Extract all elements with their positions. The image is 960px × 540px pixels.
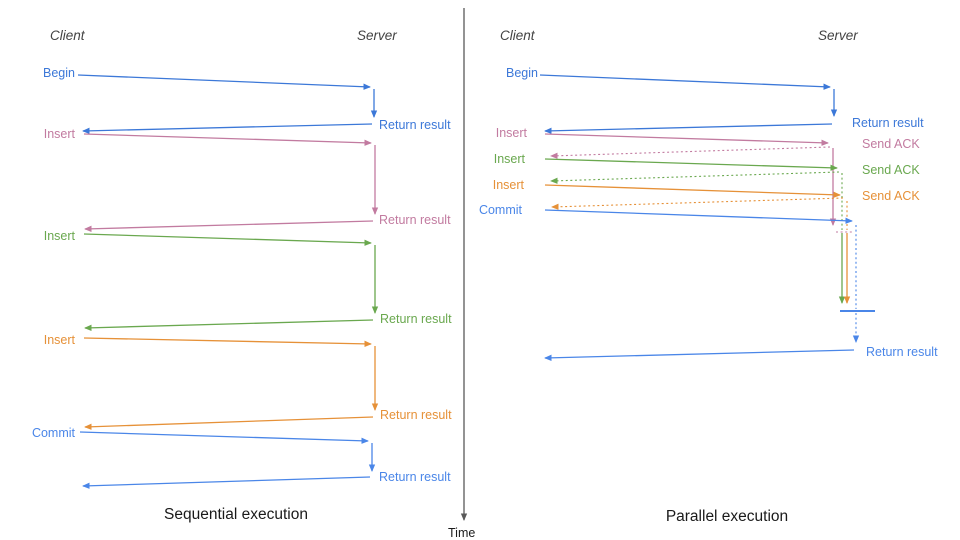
insert2-label: Insert bbox=[44, 229, 76, 243]
client-heading: Client bbox=[500, 28, 536, 43]
commit-result-label: Return result bbox=[866, 345, 938, 359]
insert2-request-arrow bbox=[83, 233, 372, 246]
commit-label: Commit bbox=[479, 203, 523, 217]
server-heading: Server bbox=[357, 28, 397, 43]
insert1-label: Insert bbox=[496, 126, 528, 140]
insert2-return-arrow bbox=[84, 319, 374, 332]
begin-return-arrow bbox=[544, 123, 833, 135]
insert3-ack-label: Send ACK bbox=[862, 189, 920, 203]
sequential-panel: Client Server Begin Return result Insert… bbox=[32, 28, 452, 523]
insert3-request-arrow bbox=[83, 337, 372, 348]
insert3-return-arrow bbox=[84, 416, 374, 430]
commit-request-arrow bbox=[79, 431, 369, 444]
commit-return-arrow bbox=[82, 476, 371, 489]
server-heading: Server bbox=[818, 28, 858, 43]
time-axis: Time bbox=[448, 8, 475, 540]
insert3-result-label: Return result bbox=[380, 408, 452, 422]
begin-request-arrow bbox=[77, 74, 371, 90]
insert1-request-arrow bbox=[83, 133, 372, 146]
begin-result-label: Return result bbox=[852, 116, 924, 130]
client-heading: Client bbox=[50, 28, 86, 43]
begin-request-arrow bbox=[539, 74, 831, 90]
begin-label: Begin bbox=[506, 66, 538, 80]
commit-request-arrow bbox=[544, 209, 853, 224]
time-axis-label: Time bbox=[448, 526, 475, 540]
insert1-request-arrow bbox=[544, 133, 829, 146]
commit-label: Commit bbox=[32, 426, 76, 440]
insert1-label: Insert bbox=[44, 127, 76, 141]
insert1-result-label: Return result bbox=[379, 213, 451, 227]
commit-return-arrow bbox=[544, 349, 855, 362]
insert2-request-arrow bbox=[544, 158, 838, 171]
insert3-label: Insert bbox=[44, 333, 76, 347]
begin-result-label: Return result bbox=[379, 118, 451, 132]
insert2-result-label: Return result bbox=[380, 312, 452, 326]
begin-label: Begin bbox=[43, 66, 75, 80]
parallel-panel: Client Server Begin Return result Insert… bbox=[479, 28, 938, 525]
begin-return-arrow bbox=[82, 123, 373, 135]
insert3-ack-arrow bbox=[551, 197, 844, 210]
insert1-ack-arrow bbox=[550, 146, 831, 159]
insert2-ack-label: Send ACK bbox=[862, 163, 920, 177]
insert1-return-arrow bbox=[84, 220, 374, 233]
insert3-request-arrow bbox=[544, 184, 841, 198]
insert3-label: Insert bbox=[493, 178, 525, 192]
parallel-title: Parallel execution bbox=[666, 508, 788, 525]
commit-result-label: Return result bbox=[379, 470, 451, 484]
insert2-label: Insert bbox=[494, 152, 526, 166]
sequential-title: Sequential execution bbox=[164, 506, 308, 523]
insert1-ack-label: Send ACK bbox=[862, 137, 920, 151]
insert2-ack-arrow bbox=[550, 171, 840, 184]
